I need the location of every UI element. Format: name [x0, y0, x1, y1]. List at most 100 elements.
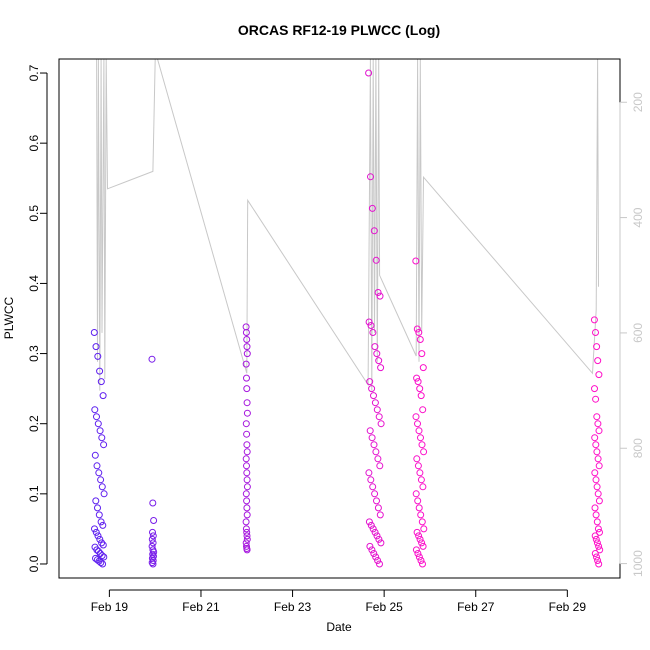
data-point	[413, 528, 421, 536]
x-axis-label: Date	[326, 620, 352, 634]
data-point	[243, 462, 250, 470]
data-point	[92, 528, 100, 536]
data-point	[413, 325, 421, 333]
data-point	[594, 455, 602, 463]
data-point	[369, 525, 377, 533]
data-point	[415, 427, 423, 435]
y-axis-label: PLWCC	[2, 296, 16, 339]
data-point	[365, 69, 373, 77]
data-point	[596, 546, 604, 554]
x-tick-label: Feb 21	[182, 600, 220, 614]
data-point	[243, 483, 251, 491]
data-point	[593, 448, 601, 456]
secondary-tick-label: 800	[631, 438, 645, 458]
data-point	[243, 448, 251, 456]
data-point	[243, 374, 250, 382]
data-point	[415, 329, 423, 336]
altitude-line-group	[96, 58, 599, 391]
data-point	[416, 535, 424, 543]
data-point	[412, 490, 420, 498]
data-point	[91, 406, 99, 414]
y-tick-label: 0.7	[27, 64, 41, 81]
data-point	[97, 378, 105, 386]
data-point	[242, 525, 250, 533]
y-tick-label: 0.6	[27, 134, 41, 151]
data-point	[149, 539, 157, 547]
data-point	[100, 490, 108, 498]
data-point	[417, 392, 425, 400]
y-tick-label: 0.5	[27, 205, 41, 222]
data-point	[595, 560, 603, 568]
data-point	[418, 350, 426, 358]
data-point	[594, 557, 602, 564]
data-point	[592, 476, 600, 484]
data-point	[420, 525, 428, 533]
data-point	[419, 483, 427, 491]
secondary-tick-label: 400	[631, 207, 645, 227]
data-point	[365, 318, 373, 326]
data-point	[243, 497, 251, 505]
data-point	[90, 329, 98, 336]
data-point	[414, 378, 422, 386]
data-point	[591, 532, 599, 540]
data-point	[148, 559, 156, 567]
data-point	[243, 350, 251, 358]
data-point	[412, 546, 420, 554]
data-point	[96, 550, 104, 557]
data-point	[415, 532, 423, 540]
data-point	[590, 316, 598, 324]
data-point	[377, 420, 385, 428]
data-point	[372, 553, 380, 561]
data-point	[368, 546, 376, 554]
data-point	[242, 490, 250, 498]
data-point	[370, 550, 378, 557]
data-point	[417, 434, 424, 442]
data-point	[242, 518, 250, 526]
data-point	[98, 539, 106, 547]
data-point	[99, 392, 107, 400]
plot-frame	[58, 58, 621, 579]
data-point	[595, 542, 603, 550]
data-point	[243, 409, 251, 417]
data-point	[594, 357, 602, 365]
data-point	[370, 441, 378, 449]
data-point	[148, 355, 156, 363]
data-point	[414, 462, 422, 470]
data-point	[368, 434, 376, 442]
data-point	[595, 427, 603, 435]
data-point	[243, 469, 251, 477]
data-point	[95, 547, 102, 555]
data-point	[594, 490, 602, 498]
data-point	[373, 406, 381, 414]
secondary-tick-label: 200	[631, 92, 645, 112]
data-point	[375, 413, 383, 421]
data-point	[592, 511, 600, 519]
data-point	[96, 535, 104, 543]
data-point	[591, 550, 599, 557]
data-point	[593, 413, 601, 421]
data-point	[243, 430, 251, 438]
x-tick-label: Feb 29	[549, 600, 587, 614]
data-point	[91, 451, 99, 459]
data-point	[591, 469, 599, 477]
data-point	[92, 343, 100, 351]
data-point	[91, 525, 98, 533]
data-point	[148, 535, 156, 543]
data-point	[243, 532, 251, 540]
data-point	[94, 420, 102, 428]
data-point	[415, 504, 423, 512]
data-point	[150, 517, 158, 524]
secondary-y-axis: 200 400 600 800 1000	[619, 92, 645, 577]
data-point	[593, 518, 601, 526]
data-point	[369, 329, 377, 336]
data-point	[416, 385, 424, 393]
data-point	[96, 367, 104, 375]
y-tick-label: 0.0	[27, 555, 41, 572]
data-point	[418, 518, 426, 526]
data-point	[368, 385, 376, 393]
data-point	[93, 546, 101, 554]
data-point	[366, 427, 374, 435]
data-point	[377, 539, 385, 547]
x-axis: Feb 19 Feb 21 Feb 23 Feb 25 Feb 27 Feb 29	[91, 589, 587, 614]
data-point	[93, 413, 100, 421]
